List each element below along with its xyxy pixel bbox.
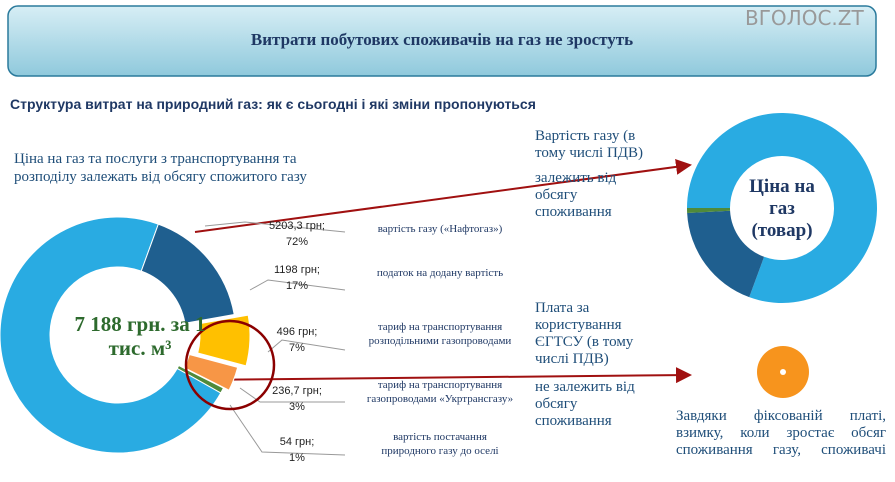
slice [140, 223, 235, 324]
slice [0, 216, 222, 454]
bottom-note: Завдяки фіксованій платі, взимку, коли з… [676, 408, 886, 458]
slice [176, 364, 225, 394]
category-label: податок на додану вартість [376, 267, 504, 279]
price-label: Ціна на газ (товар) [749, 176, 815, 241]
slice [687, 208, 731, 213]
category-label: тариф на транспортування газопроводами «… [366, 379, 514, 405]
gas-cost-note: залежить від обсягу споживання [535, 170, 617, 220]
arrow [194, 158, 692, 233]
share-label: 72% [285, 236, 309, 248]
slice [197, 314, 251, 367]
category-label: вартість постачання природного газу до о… [381, 431, 499, 457]
arrow [189, 367, 692, 384]
value-label: 54 грн; [279, 436, 315, 448]
highlight-ring [184, 319, 276, 411]
share-label: 17% [285, 280, 309, 292]
logo: ВГОЛОС.ZT [745, 6, 864, 30]
gas-cost: Вартість газу (в тому числі ПДВ) [535, 128, 644, 161]
transport-fee-note: не залежить від обсягу споживання [535, 379, 635, 429]
category-label: тариф на транспортування розподільними г… [368, 321, 512, 347]
slice [687, 210, 765, 298]
center-label: 7 188 грн. за 1 тис. м³ [74, 312, 206, 360]
slice [687, 113, 878, 304]
category-label: вартість газу («Нафтогаз») [377, 223, 503, 235]
left-note: Ціна на газ та послуги з транспортування… [14, 151, 307, 185]
header-box [7, 5, 877, 77]
share-label: 1% [289, 452, 305, 464]
value-label: 5203,3 грн; [269, 220, 325, 232]
value-label: 236,7 грн; [272, 385, 322, 397]
subtitle: Структура витрат на природний газ: як є … [10, 96, 536, 112]
slice [183, 353, 239, 391]
connectors [204, 221, 346, 456]
value-label: 1198 грн; [274, 264, 320, 276]
header-title: Витрати побутових споживачів на газ не з… [250, 30, 634, 49]
share-label: 7% [289, 342, 305, 354]
share-label: 3% [289, 401, 305, 413]
value-label: 496 грн; [276, 326, 318, 338]
transport-fee: Плата за користування ЄГТСУ (в тому числ… [535, 300, 634, 367]
orange-dot-center [780, 369, 786, 375]
